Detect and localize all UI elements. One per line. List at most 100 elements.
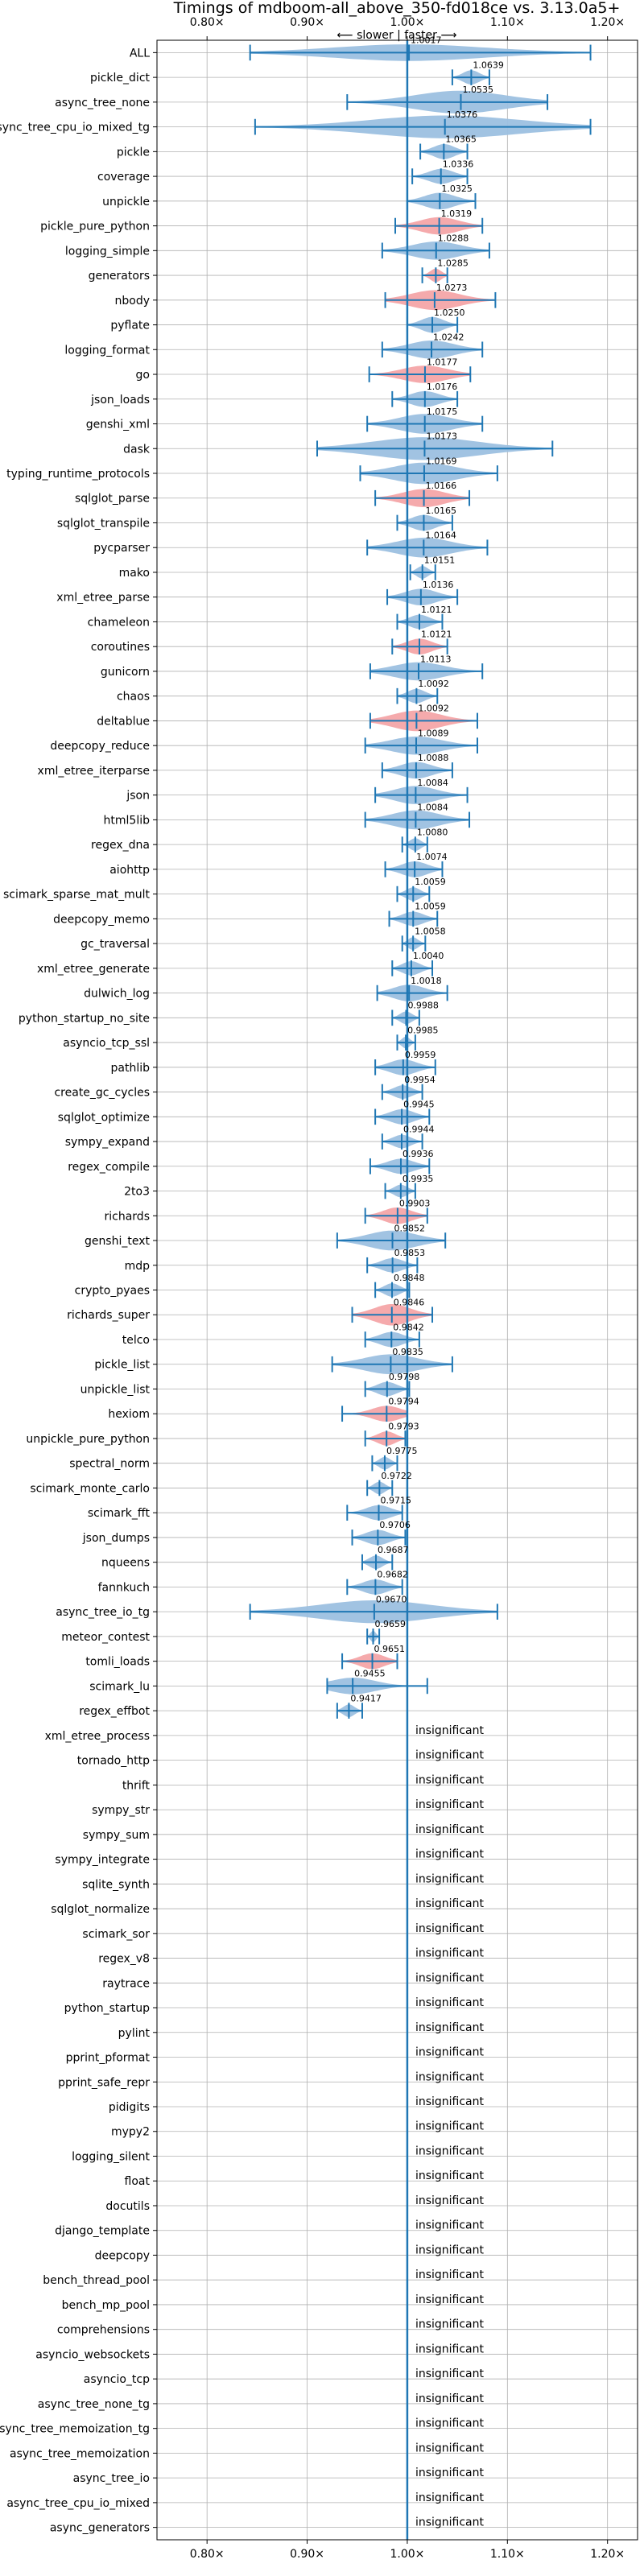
benchmark-label: logging_simple xyxy=(65,245,150,258)
insignificant-label: insignificant xyxy=(415,1996,485,2009)
benchmark-label: comprehensions xyxy=(57,2324,150,2337)
insignificant-label: insignificant xyxy=(415,1971,485,1984)
value-label: 0.9935 xyxy=(402,1174,434,1184)
insignificant-label: insignificant xyxy=(415,2368,485,2380)
benchmark-label: bench_thread_pool xyxy=(43,2274,150,2287)
benchmark-label: coverage xyxy=(97,171,150,184)
benchmark-label: xml_etree_iterparse xyxy=(38,765,150,778)
value-label: 1.0288 xyxy=(438,233,469,244)
benchmark-label: logging_silent xyxy=(72,2150,150,2163)
benchmark-label: mdp xyxy=(125,1260,151,1273)
insignificant-label: insignificant xyxy=(415,1872,485,1885)
benchmark-label: pidigits xyxy=(109,2101,150,2114)
value-label: 1.0040 xyxy=(413,951,444,961)
value-label: 1.0121 xyxy=(421,630,452,640)
benchmark-label: pprint_pformat xyxy=(66,2052,151,2065)
benchmark-labels: ALL pickle_dict async_tree_none async_tree_… xyxy=(0,47,157,2535)
value-label: 0.9903 xyxy=(399,1199,431,1209)
value-label: 0.9852 xyxy=(394,1223,426,1233)
insignificant-label: insignificant xyxy=(415,1897,485,1910)
benchmark-label: logging_format xyxy=(64,344,150,357)
value-label: 0.9945 xyxy=(403,1100,435,1110)
value-label: 1.0242 xyxy=(433,332,464,343)
benchmark-label: sqlglot_transpile xyxy=(57,517,150,530)
insignificant-label: insignificant xyxy=(415,1848,485,1861)
value-label: 1.0177 xyxy=(427,357,458,367)
insignificant-label: insignificant xyxy=(415,2392,485,2405)
benchmark-label: python_startup_no_site xyxy=(19,1012,150,1025)
benchmark-label: async_tree_cpu_io_mixed xyxy=(6,2497,150,2510)
insignificant-label: insignificant xyxy=(415,1947,485,1960)
benchmark-label: json xyxy=(126,790,150,803)
insignificant-label: insignificant xyxy=(415,2244,485,2256)
value-label: 1.0084 xyxy=(417,778,448,788)
value-label: 1.0639 xyxy=(473,60,504,70)
benchmark-label: float xyxy=(125,2175,151,2188)
benchmark-label: sympy_expand xyxy=(65,1136,150,1149)
benchmark-label: pickle_dict xyxy=(90,72,151,85)
value-label: 1.0319 xyxy=(441,208,473,219)
value-label: 1.0325 xyxy=(441,184,473,194)
value-label: 1.0088 xyxy=(418,753,449,763)
benchmark-label: async_tree_memoization_tg xyxy=(0,2423,150,2436)
benchmark-label: deepcopy_memo xyxy=(53,913,150,926)
value-label: 0.9687 xyxy=(378,1545,409,1555)
benchmark-label: scimark_sparse_mat_mult xyxy=(3,889,150,902)
benchmark-label: asyncio_tcp_ssl xyxy=(63,1037,150,1050)
value-label: 0.9455 xyxy=(354,1669,386,1679)
benchmark-label: async_generators xyxy=(50,2522,150,2535)
x-tick-label-bottom: 1.00× xyxy=(390,2548,424,2561)
benchmark-label: sqlglot_parse xyxy=(75,493,150,506)
benchmark-label: ALL xyxy=(130,47,150,60)
benchmark-label: html5lib xyxy=(104,814,151,827)
benchmark-label: typing_runtime_protocols xyxy=(6,468,150,481)
benchmark-label: create_gc_cycles xyxy=(54,1087,150,1100)
value-label: 1.0535 xyxy=(462,85,493,95)
benchmark-label: scimark_sor xyxy=(82,1928,150,1941)
value-label: 0.9835 xyxy=(392,1347,423,1357)
insignificant-label: insignificant xyxy=(415,2417,485,2430)
benchmark-label: json_dumps xyxy=(82,1532,150,1545)
benchmark-label: pickle_list xyxy=(94,1359,150,1372)
benchmark-label: async_tree_none xyxy=(55,97,150,109)
insignificant-label: insignificant xyxy=(415,2145,485,2157)
value-label: 1.0059 xyxy=(415,902,446,912)
x-tick-label-bottom: 0.80× xyxy=(190,2548,225,2561)
benchmark-label: asyncio_websockets xyxy=(35,2348,150,2361)
benchmark-label: deepcopy_reduce xyxy=(50,740,150,753)
insignificant-label: insignificant xyxy=(415,2318,485,2331)
benchmark-label: sqlglot_normalize xyxy=(51,1903,150,1916)
value-label: 0.9988 xyxy=(407,1001,439,1011)
value-label: 0.9959 xyxy=(405,1050,436,1060)
value-label: 0.9651 xyxy=(374,1644,406,1654)
benchmark-label: dask xyxy=(123,443,151,456)
insignificant-label: insignificant xyxy=(415,2442,485,2454)
value-label: 1.0058 xyxy=(415,926,446,936)
insignificant-label: insignificant xyxy=(415,1798,485,1811)
value-label: 1.0166 xyxy=(426,481,457,491)
value-label: 1.0113 xyxy=(420,654,452,664)
benchmark-label: dulwich_log xyxy=(84,988,150,1001)
benchmark-label: go xyxy=(136,369,150,382)
insignificant-label: insignificant xyxy=(415,2516,485,2529)
insignificant-label: insignificant xyxy=(415,2293,485,2306)
benchmark-label: aiohttp xyxy=(109,864,150,877)
value-label: 1.0169 xyxy=(426,456,457,466)
benchmark-label: crypto_pyaes xyxy=(75,1285,150,1298)
benchmark-label: unpickle xyxy=(102,196,150,208)
benchmark-label: coroutines xyxy=(91,641,150,654)
value-label: 0.9715 xyxy=(380,1496,411,1506)
value-label: 1.0336 xyxy=(443,159,474,169)
value-label: 1.0136 xyxy=(423,580,454,590)
insignificant-label: insignificant xyxy=(415,2219,485,2232)
benchmark-label: chameleon xyxy=(88,616,150,629)
value-label: 1.0121 xyxy=(421,605,452,615)
x-tick-label-top: 0.80× xyxy=(190,16,225,29)
benchmark-label: sympy_str xyxy=(92,1804,150,1817)
x-tick-label-top: 1.10× xyxy=(490,16,525,29)
benchmark-label: python_startup xyxy=(64,2002,150,2015)
benchmark-label: sympy_integrate xyxy=(55,1854,150,1867)
value-label: 0.9936 xyxy=(402,1149,434,1159)
value-label: 1.0164 xyxy=(425,530,456,541)
insignificant-label: insignificant xyxy=(415,2169,485,2182)
